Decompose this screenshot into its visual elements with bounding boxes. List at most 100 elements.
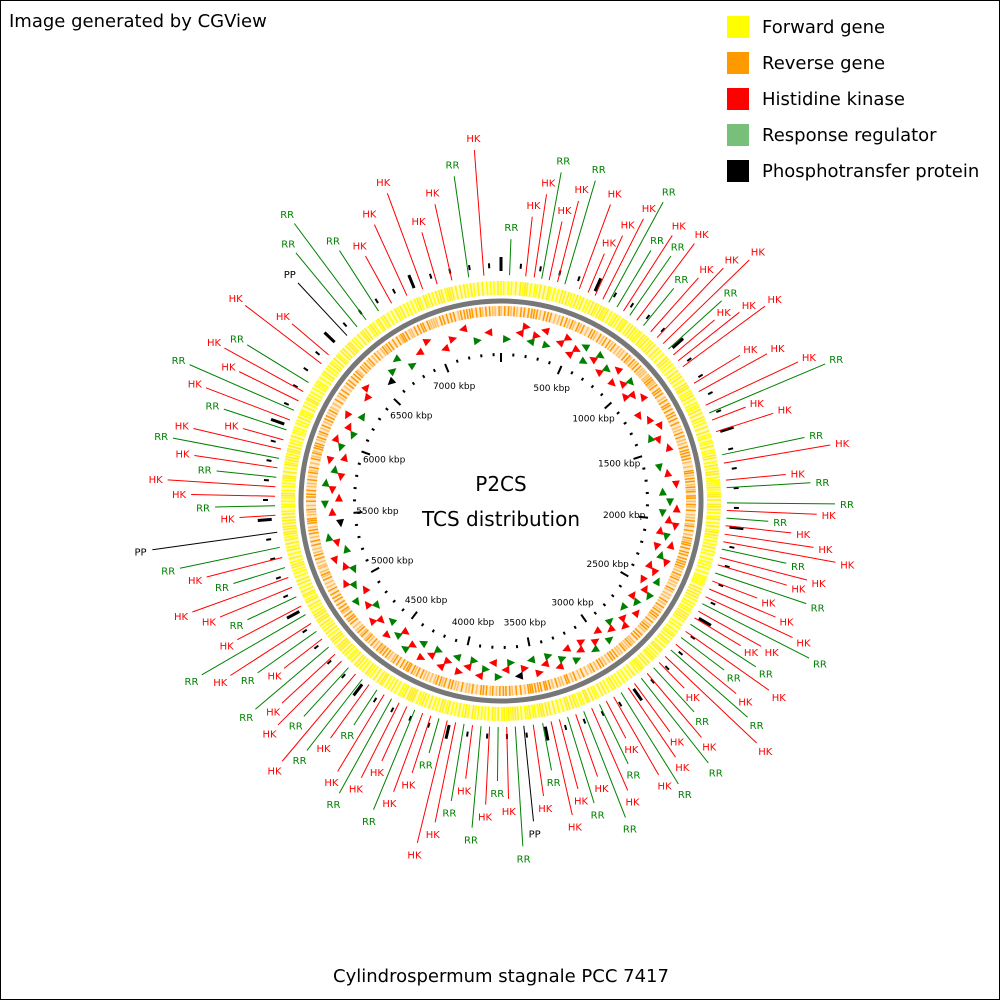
callout-line-rr: [708, 363, 826, 414]
reverse-gene-bar: [338, 602, 348, 610]
forward-gene-bar: [577, 296, 585, 311]
callout-label-hk: HK: [750, 399, 765, 410]
callout-label-rr: RR: [809, 431, 823, 442]
forward-gene-bar: [528, 282, 533, 298]
callout-label-hk: HK: [699, 265, 714, 276]
callout-line-rr: [726, 482, 811, 489]
tcs-arrow-hk: [562, 644, 572, 652]
forward-gene-bar: [476, 282, 480, 297]
callout-line-rr: [303, 667, 349, 717]
callout-line-rr: [247, 596, 297, 621]
reverse-gene-bar: [526, 307, 530, 319]
tcs-arrow-hk: [655, 526, 664, 535]
callout-line-hk: [393, 712, 424, 792]
callout-label-hk: HK: [149, 475, 164, 486]
outer-minor-tick: [341, 673, 346, 679]
reverse-gene-bar: [395, 336, 402, 346]
reverse-gene-bar: [416, 324, 423, 335]
callout-label-hk: HK: [538, 804, 553, 815]
tcs-arrow-hk: [436, 663, 446, 672]
ruler-major-tick: [620, 570, 629, 578]
forward-gene-bar: [631, 659, 642, 672]
reverse-gene-bar: [595, 333, 602, 343]
reverse-gene-bar: [462, 309, 467, 320]
forward-gene-bar: [415, 690, 423, 705]
callout-label-hk: HK: [574, 185, 589, 196]
callout-line-rr: [353, 689, 378, 726]
forward-gene-bar: [364, 662, 375, 675]
ruler-minor-tick: [431, 629, 435, 633]
tcs-arrow-rr: [473, 337, 482, 346]
reverse-gene-bar: [312, 549, 323, 554]
forward-gene-bar: [489, 281, 492, 296]
forward-gene-bar: [691, 418, 706, 426]
forward-gene-bar: [396, 306, 405, 320]
reverse-gene-bar: [425, 320, 432, 331]
reverse-gene-bar: [410, 664, 417, 675]
tcs-arrow-rr: [581, 344, 591, 352]
outer-minor-tick: [275, 576, 282, 580]
callout-label-hk: HK: [670, 737, 685, 748]
tcs-arrow-hk: [448, 336, 458, 344]
callout-line-hk: [550, 721, 573, 816]
tcs-arrow-rr: [394, 631, 403, 641]
forward-gene-bar: [333, 357, 345, 368]
reverse-gene-bar: [675, 434, 685, 440]
forward-gene-bar: [547, 701, 552, 716]
callout-label-hk: HK: [213, 678, 228, 689]
reverse-gene-bar: [658, 596, 669, 603]
forward-gene-bar: [331, 632, 344, 643]
reverse-gene-bar: [671, 425, 682, 431]
callout-line-rr: [643, 288, 675, 326]
forward-gene-bar: [697, 433, 711, 440]
forward-gene-bar: [587, 301, 595, 315]
reverse-gene-bar: [660, 402, 670, 409]
tcs-arrow-hk: [382, 630, 391, 639]
forward-gene-bar: [281, 482, 296, 485]
reverse-gene-bar: [620, 352, 629, 361]
reverse-gene-bar: [538, 681, 543, 692]
callout-line-rr: [453, 176, 470, 278]
forward-gene-bar: [397, 682, 406, 697]
tcs-arrow-pp: [387, 376, 397, 386]
reverse-gene-bar: [681, 540, 692, 545]
reverse-gene-bar: [365, 359, 374, 368]
tcs-arrow-hk: [443, 656, 453, 665]
callout-label-rr: RR: [813, 660, 827, 671]
forward-gene-bar: [626, 326, 637, 339]
reverse-gene-bar: [672, 428, 683, 434]
callout-label-hk: HK: [221, 362, 236, 373]
forward-gene-bar: [704, 528, 720, 532]
ruler-label-2000: 2000 kbp: [603, 511, 646, 521]
tcs-arrow-hk: [332, 538, 341, 548]
reverse-gene-bar: [425, 671, 431, 682]
forward-gene-bar: [689, 583, 703, 591]
tcs-arrow-hk: [522, 322, 531, 331]
callout-line-rr: [255, 646, 329, 710]
reverse-gene-bar: [475, 307, 478, 318]
callout-line-rr: [295, 252, 358, 328]
ruler-minor-tick: [547, 360, 551, 365]
forward-gene-bar: [704, 467, 719, 471]
callout-line-rr: [653, 667, 695, 713]
reverse-gene-bar: [343, 385, 353, 393]
reverse-gene-bar: [402, 660, 409, 671]
forward-gene-bar: [287, 550, 302, 556]
reverse-gene-bar: [536, 682, 540, 693]
forward-gene-bar: [281, 489, 296, 492]
forward-gene-bar: [685, 591, 699, 600]
forward-gene-bar: [702, 541, 717, 547]
forward-gene-bar: [282, 524, 297, 529]
tcs-arrow-rr: [321, 478, 330, 487]
outer-minor-tick: [618, 701, 623, 707]
reverse-gene-bar: [523, 684, 527, 695]
callout-line-rr: [428, 718, 440, 754]
tcs-arrow-rr: [652, 577, 660, 587]
callout-line-hk: [708, 588, 776, 618]
callout-line-rr: [715, 572, 807, 605]
tcs-arrow-rr: [578, 356, 588, 365]
forward-gene-bar: [691, 577, 706, 585]
reverse-gene-bar: [595, 659, 602, 669]
tcs-arrow-hk: [655, 421, 663, 431]
ruler-label-6500: 6500 kbp: [390, 411, 433, 421]
